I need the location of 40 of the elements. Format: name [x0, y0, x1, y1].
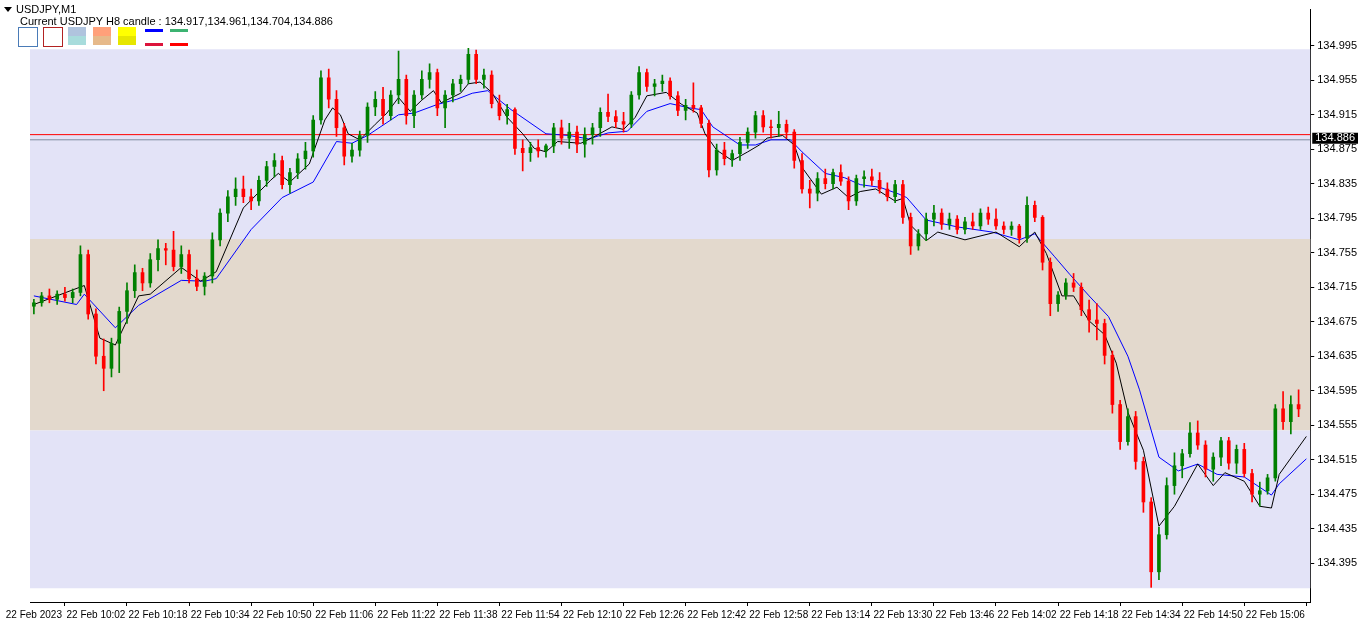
x-tick-label: 22 Feb 12:42	[687, 608, 747, 620]
y-tick-label: 134.755	[1317, 245, 1357, 258]
x-tick-label: 22 Feb 10:50	[252, 608, 313, 620]
ref-line-label: 134.886	[1315, 131, 1355, 144]
x-tick-label: 22 Feb 11:54	[501, 608, 560, 620]
x-tick-label: 22 Feb 10:02	[66, 608, 126, 620]
x-tick-label: 22 Feb 13:14	[811, 608, 871, 620]
y-tick-label: 134.675	[1317, 314, 1357, 327]
x-tick-label: 22 Feb 14:50	[1183, 608, 1244, 620]
x-tick-label: 22 Feb 13:30	[873, 608, 933, 620]
x-tick-label: 22 Feb 10:18	[128, 608, 188, 620]
y-tick-label: 134.795	[1317, 211, 1357, 224]
x-tick-label: 22 Feb 10:34	[190, 608, 250, 620]
x-tick-label: 22 Feb 14:18	[1059, 608, 1120, 620]
text: Current USDJPY H8 candle : 134.917,134.961,134.704,134.886	[20, 15, 333, 27]
y-tick-label: 134.435	[1317, 521, 1357, 534]
x-tick-label: 22 Feb 15:06	[1245, 608, 1306, 620]
y-tick-label: 134.475	[1317, 487, 1357, 500]
x-tick-label: 22 Feb 11:22	[377, 608, 436, 620]
x-tick-label: 22 Feb 12:10	[563, 608, 623, 620]
y-tick-label: 134.835	[1317, 176, 1357, 189]
x-tick-label: 22 Feb 2023	[5, 608, 63, 620]
y-tick-label: 134.595	[1317, 383, 1357, 396]
x-tick-label: 22 Feb 11:38	[439, 608, 498, 620]
y-tick-label: 134.915	[1317, 107, 1357, 120]
y-tick-label: 134.995	[1317, 38, 1357, 51]
y-tick-label: 134.715	[1317, 280, 1357, 293]
y-tick-label: 134.955	[1317, 73, 1357, 86]
chart-title: USDJPY,M1	[16, 3, 77, 15]
x-tick-label: 22 Feb 14:02	[997, 608, 1057, 620]
x-tick-label: 22 Feb 12:58	[749, 608, 809, 620]
y-tick-label: 134.875	[1317, 142, 1357, 155]
x-tick-label: 22 Feb 11:06	[315, 608, 374, 620]
x-tick-label: 22 Feb 12:26	[625, 608, 685, 620]
y-tick-label: 134.395	[1317, 556, 1357, 569]
y-tick-label: 134.635	[1317, 349, 1357, 362]
y-tick-label: 134.555	[1317, 418, 1357, 431]
x-tick-label: 22 Feb 13:46	[935, 608, 995, 620]
y-tick-label: 134.515	[1317, 452, 1357, 465]
x-tick-label: 22 Feb 14:34	[1121, 608, 1182, 620]
